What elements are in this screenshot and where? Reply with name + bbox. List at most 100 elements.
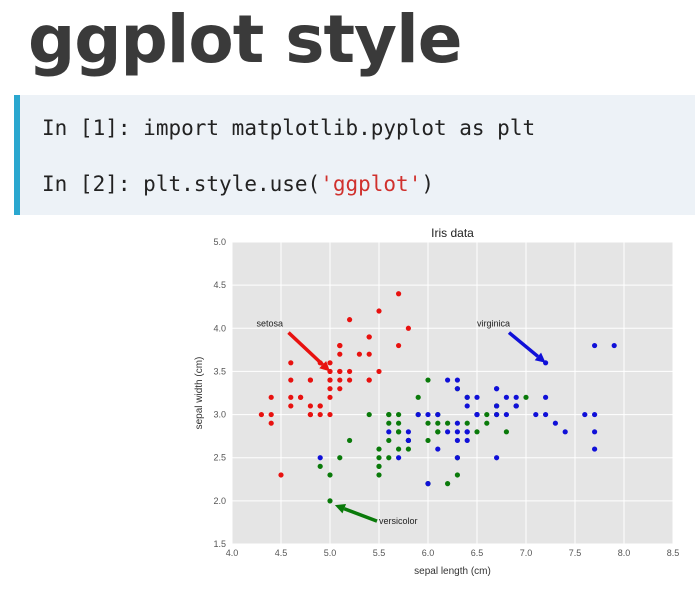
versicolor-point xyxy=(327,472,333,478)
versicolor-point xyxy=(386,455,392,461)
x-tick-label: 7.5 xyxy=(569,548,582,558)
setosa-point xyxy=(366,351,372,357)
virginica-point xyxy=(464,403,470,409)
code-line-2: In [2]: plt.style.use('ggplot') xyxy=(42,172,434,196)
virginica-point xyxy=(445,429,451,435)
virginica-point xyxy=(513,403,519,409)
setosa-annotation-label: setosa xyxy=(257,319,284,329)
setosa-point xyxy=(337,351,343,357)
setosa-point xyxy=(317,411,323,418)
x-tick-label: 8.0 xyxy=(618,548,631,558)
code-block: In [1]: import matplotlib.pyplot as plt … xyxy=(14,95,695,215)
setosa-point xyxy=(307,403,313,409)
virginica-point xyxy=(386,429,392,435)
versicolor-point xyxy=(366,411,372,418)
versicolor-point xyxy=(425,420,431,426)
setosa-point xyxy=(396,342,402,349)
virginica-point xyxy=(464,437,470,444)
versicolor-point xyxy=(317,463,323,469)
virginica-point xyxy=(464,394,470,400)
code-line-1: In [1]: import matplotlib.pyplot as plt xyxy=(42,116,535,140)
code-2-after: ) xyxy=(421,172,434,196)
versicolor-point xyxy=(376,472,382,478)
virginica-point xyxy=(611,342,617,349)
virginica-point xyxy=(405,429,411,435)
y-tick-label: 2.0 xyxy=(213,496,226,506)
versicolor-annotation-label: versicolor xyxy=(379,516,418,526)
versicolor-point xyxy=(376,463,382,469)
versicolor-point xyxy=(327,498,333,504)
setosa-point xyxy=(376,368,382,375)
virginica-point xyxy=(503,411,509,418)
setosa-point xyxy=(376,308,382,314)
virginica-point xyxy=(425,411,431,418)
code-2-string: 'ggplot' xyxy=(320,172,422,196)
y-tick-label: 4.5 xyxy=(213,280,226,290)
setosa-point xyxy=(288,360,294,366)
virginica-point xyxy=(317,455,323,461)
virginica-point xyxy=(445,377,451,383)
virginica-point xyxy=(454,437,460,444)
versicolor-point xyxy=(415,394,421,400)
versicolor-point xyxy=(445,481,451,487)
plot-area xyxy=(232,242,673,544)
prompt-2: In [2]: xyxy=(42,172,131,196)
virginica-point xyxy=(425,481,431,487)
virginica-point xyxy=(454,420,460,426)
virginica-annotation-label: virginica xyxy=(477,319,510,329)
setosa-point xyxy=(405,325,411,331)
virginica-point xyxy=(543,411,549,418)
setosa-point xyxy=(327,386,333,392)
setosa-point xyxy=(307,411,313,418)
x-tick-label: 8.5 xyxy=(667,548,680,558)
versicolor-arrow-head xyxy=(334,504,347,514)
virginica-point xyxy=(592,411,598,418)
setosa-point xyxy=(337,386,343,392)
x-tick-label: 6.5 xyxy=(471,548,484,558)
setosa-point xyxy=(268,411,274,418)
versicolor-point xyxy=(425,437,431,444)
versicolor-point xyxy=(454,472,460,478)
virginica-point xyxy=(543,394,549,400)
setosa-point xyxy=(356,351,362,357)
virginica-point xyxy=(435,446,441,452)
setosa-point xyxy=(298,394,304,400)
chart-svg: 4.0 4.5 5.0 5.5 6.0 6.5 7.0 7.5 8.0 8.5 1.5 2.0 2.5 3… xyxy=(194,226,680,577)
versicolor-point xyxy=(347,437,353,444)
versicolor-point xyxy=(523,394,529,400)
x-axis-label: sepal length (cm) xyxy=(414,566,491,577)
versicolor-point xyxy=(386,411,392,418)
virginica-point xyxy=(592,429,598,435)
setosa-point xyxy=(366,334,372,340)
versicolor-point xyxy=(435,420,441,426)
virginica-point xyxy=(464,429,470,435)
virginica-point xyxy=(405,437,411,444)
versicolor-point xyxy=(435,429,441,435)
y-tick-label: 2.5 xyxy=(213,453,226,463)
versicolor-point xyxy=(396,420,402,426)
slide-title: ggplot style xyxy=(28,1,462,78)
virginica-point xyxy=(533,411,539,418)
y-tick-label: 3.0 xyxy=(213,410,226,420)
y-tick-label: 1.5 xyxy=(213,539,226,549)
virginica-point xyxy=(513,394,519,400)
x-tick-label: 4.0 xyxy=(226,548,239,558)
code-2-before: plt.style.use( xyxy=(143,172,321,196)
versicolor-point xyxy=(337,455,343,461)
virginica-point xyxy=(454,377,460,383)
setosa-point xyxy=(288,394,294,400)
versicolor-point xyxy=(396,411,402,418)
setosa-point xyxy=(317,403,323,409)
versicolor-point xyxy=(386,420,392,426)
versicolor-point xyxy=(396,429,402,435)
virginica-point xyxy=(474,411,480,418)
setosa-point xyxy=(347,377,353,383)
setosa-point xyxy=(337,377,343,383)
setosa-point xyxy=(327,360,333,366)
y-tick-label: 5.0 xyxy=(213,237,226,247)
versicolor-point xyxy=(405,446,411,452)
x-tick-label: 5.0 xyxy=(324,548,337,558)
versicolor-point xyxy=(503,429,509,435)
setosa-point xyxy=(366,377,372,383)
virginica-point xyxy=(552,420,558,426)
